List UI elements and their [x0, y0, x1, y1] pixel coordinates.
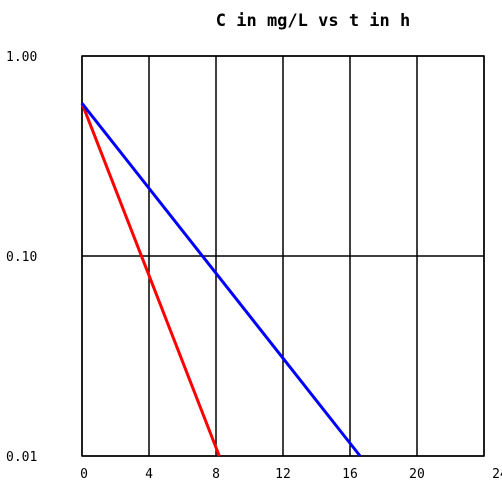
x-tick-label-20: 20 [409, 467, 425, 482]
x-tick-label-16: 16 [342, 467, 358, 482]
x-tick-label-8: 8 [212, 467, 220, 482]
y-tick-label-0.01: 0.01 [6, 450, 37, 465]
series-group [80, 102, 362, 457]
chart-title: C in mg/L vs t in h [216, 11, 410, 31]
x-tick-label-24: 24 [492, 467, 502, 482]
plot-frame [81, 55, 485, 457]
series-line-1 [80, 102, 221, 457]
x-tick-label-0: 0 [80, 467, 88, 482]
y-tick-label-1.00: 1.00 [6, 50, 37, 65]
x-tick-labels: 0 4 8 12 16 20 24 [80, 467, 502, 482]
y-tick-label-0.10: 0.10 [6, 250, 37, 265]
x-tick-label-4: 4 [145, 467, 153, 482]
x-tick-label-12: 12 [275, 467, 291, 482]
series-line-2 [80, 102, 362, 457]
y-tick-labels: 1.00 0.10 0.01 [6, 50, 37, 465]
